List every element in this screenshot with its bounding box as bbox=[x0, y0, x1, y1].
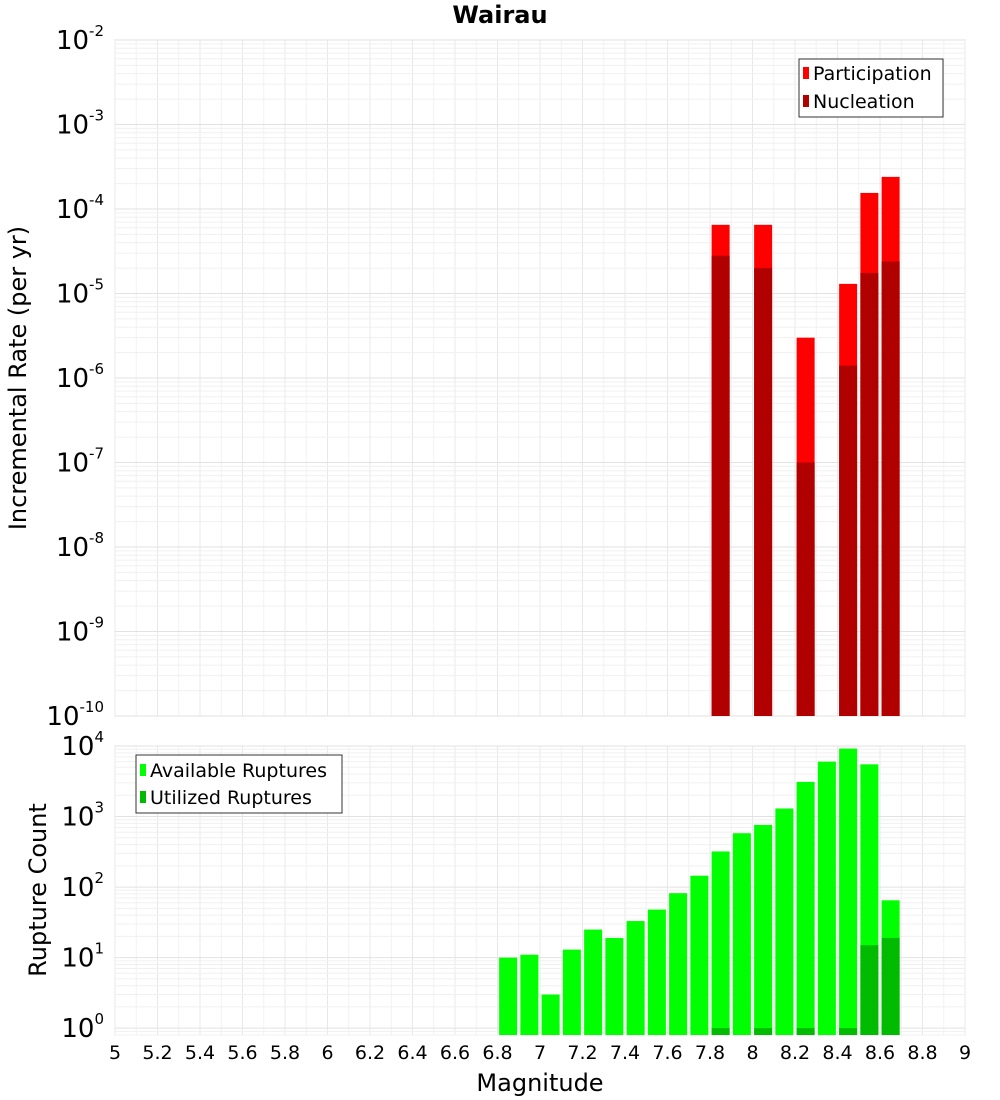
utilized-ruptures-bar bbox=[711, 1028, 730, 1035]
y-tick-label: 10-5 bbox=[56, 276, 104, 310]
y-tick-label: 10-4 bbox=[56, 191, 104, 225]
x-axis-label: Magnitude bbox=[476, 1069, 603, 1097]
y-tick-label: 101 bbox=[61, 940, 104, 974]
x-tick-label: 6.2 bbox=[355, 1042, 385, 1064]
count-panel: 100 101 102 103 104 5 5.2 5.4 5.6 5.8 6 6.2 6.4 6.6 6… bbox=[24, 728, 971, 1097]
y-tick-label: 104 bbox=[61, 728, 104, 762]
x-tick-label: 8.4 bbox=[822, 1042, 852, 1064]
available-ruptures-bar bbox=[520, 954, 539, 1035]
count-legend-box bbox=[135, 754, 343, 814]
utilized-ruptures-bar bbox=[754, 1028, 773, 1035]
y-tick-label: 100 bbox=[61, 1010, 104, 1044]
x-tick-label: 5.6 bbox=[227, 1042, 257, 1064]
count-y-ticks: 100 101 102 103 104 bbox=[61, 728, 104, 1044]
y-tick-label: 10-2 bbox=[56, 22, 104, 56]
x-tick-label: 6.6 bbox=[440, 1042, 470, 1064]
x-tick-label: 5.4 bbox=[185, 1042, 215, 1064]
participation-legend-label: Participation bbox=[813, 63, 932, 85]
nucleation-bar bbox=[860, 272, 879, 716]
y-tick-label: 10-7 bbox=[56, 445, 104, 479]
available-ruptures-bar bbox=[711, 851, 730, 1035]
x-tick-label: 6.4 bbox=[397, 1042, 427, 1064]
rate-panel: 10-10 10-9 10-8 10-7 10-6 10-5 10-4 10-3 10-2 In… bbox=[4, 22, 966, 732]
rate-bars bbox=[711, 176, 900, 717]
rate-grid bbox=[114, 39, 966, 717]
nucleation-legend-label: Nucleation bbox=[813, 91, 915, 113]
available-ruptures-bar bbox=[584, 929, 603, 1035]
x-tick-label: 5.2 bbox=[142, 1042, 172, 1064]
available-ruptures-bar bbox=[754, 824, 773, 1035]
magnitude-x-ticks: 5 5.2 5.4 5.6 5.8 6 6.2 6.4 6.6 6.8 7 7.2 7.4 7.6 7.8 8… bbox=[109, 1042, 971, 1064]
available-ruptures-bar bbox=[605, 937, 624, 1035]
y-tick-label: 10-10 bbox=[46, 698, 104, 732]
y-tick-label: 102 bbox=[61, 869, 104, 903]
rate-y-axis-label: Incremental Rate (per yr) bbox=[4, 226, 32, 530]
rate-legend[interactable]: Participation Nucleation bbox=[798, 58, 944, 118]
chart-title: Wairau bbox=[452, 1, 547, 29]
x-tick-label: 6.8 bbox=[482, 1042, 512, 1064]
nucleation-bar bbox=[796, 462, 815, 716]
available-ruptures-bar bbox=[775, 808, 794, 1035]
x-tick-label: 8.8 bbox=[907, 1042, 937, 1064]
utilized-ruptures-bar bbox=[881, 937, 900, 1035]
nucleation-bar bbox=[839, 365, 858, 716]
x-tick-label: 8 bbox=[746, 1042, 758, 1064]
utilized-legend-label: Utilized Ruptures bbox=[150, 787, 312, 809]
x-tick-label: 7.2 bbox=[567, 1042, 597, 1064]
utilized-legend-swatch bbox=[140, 791, 146, 803]
rate-legend-box bbox=[798, 58, 944, 118]
x-tick-label: 7.4 bbox=[610, 1042, 640, 1064]
rate-y-ticks: 10-10 10-9 10-8 10-7 10-6 10-5 10-4 10-3 10-2 bbox=[46, 22, 104, 732]
available-ruptures-bar bbox=[690, 875, 709, 1035]
x-tick-label: 7.6 bbox=[652, 1042, 682, 1064]
x-tick-label: 8.2 bbox=[780, 1042, 810, 1064]
available-ruptures-bar bbox=[817, 761, 836, 1035]
x-tick-label: 6 bbox=[321, 1042, 333, 1064]
available-legend-swatch bbox=[140, 764, 146, 776]
available-ruptures-bar bbox=[732, 833, 751, 1035]
available-ruptures-bar bbox=[541, 994, 560, 1035]
nucleation-bar bbox=[711, 255, 730, 716]
x-tick-label: 7 bbox=[534, 1042, 546, 1064]
y-tick-label: 10-8 bbox=[56, 529, 104, 563]
count-legend[interactable]: Available Ruptures Utilized Ruptures bbox=[135, 754, 343, 814]
y-tick-label: 10-6 bbox=[56, 360, 104, 394]
utilized-ruptures-bar bbox=[860, 945, 879, 1035]
y-tick-label: 103 bbox=[61, 799, 104, 833]
utilized-ruptures-bar bbox=[796, 1028, 815, 1035]
x-tick-label: 5.8 bbox=[270, 1042, 300, 1064]
x-tick-label: 7.8 bbox=[695, 1042, 725, 1064]
utilized-ruptures-bar bbox=[839, 1028, 858, 1035]
y-tick-label: 10-3 bbox=[56, 107, 104, 141]
count-y-axis-label: Rupture Count bbox=[24, 803, 52, 977]
count-bars bbox=[499, 748, 900, 1035]
participation-legend-swatch bbox=[803, 67, 809, 79]
available-ruptures-bar bbox=[626, 921, 645, 1035]
x-tick-label: 9 bbox=[959, 1042, 971, 1064]
nucleation-legend-swatch bbox=[803, 95, 809, 107]
nucleation-bar bbox=[754, 268, 773, 716]
available-ruptures-bar bbox=[669, 893, 688, 1035]
available-ruptures-bar bbox=[647, 909, 666, 1035]
y-tick-label: 10-9 bbox=[56, 614, 104, 648]
x-tick-label: 5 bbox=[109, 1042, 121, 1064]
available-ruptures-bar bbox=[839, 748, 858, 1035]
nucleation-bar bbox=[881, 261, 900, 716]
available-ruptures-bar bbox=[562, 949, 581, 1035]
x-tick-label: 8.6 bbox=[865, 1042, 895, 1064]
available-legend-label: Available Ruptures bbox=[150, 760, 327, 782]
available-ruptures-bar bbox=[499, 957, 518, 1035]
available-ruptures-bar bbox=[796, 781, 815, 1035]
